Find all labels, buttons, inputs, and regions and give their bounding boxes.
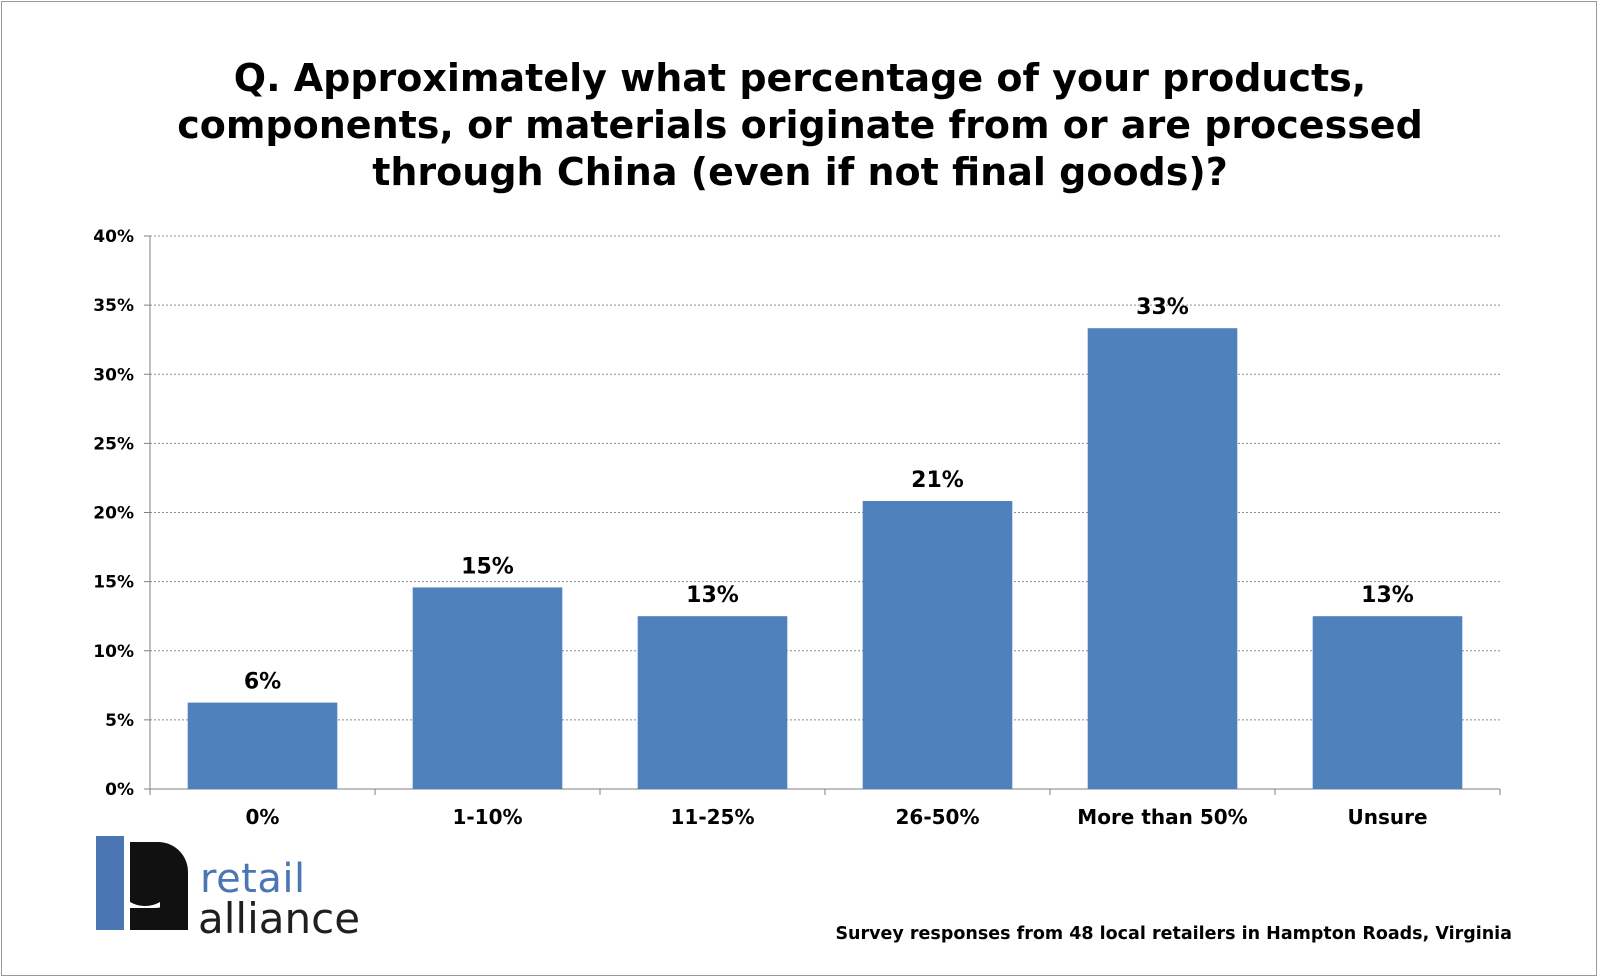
x-tick-label: More than 50% [1077,805,1247,829]
data-label: 6% [244,670,281,695]
bar [637,616,788,789]
y-tick-label: 25% [93,434,134,454]
data-label: 21% [911,468,964,493]
data-label: 13% [1361,583,1414,608]
y-tick-label: 30% [93,365,134,385]
bar [862,501,1013,789]
data-label: 15% [461,554,514,579]
y-tick-label: 0% [105,780,134,800]
y-tick-label: 5% [105,711,134,731]
chart-title-line-2: components, or materials originate from … [177,103,1423,147]
x-tick-label: 1-10% [452,805,522,829]
bar [1087,328,1238,789]
y-tick-label: 35% [93,296,134,316]
x-tick-label: 26-50% [895,805,979,829]
chart-title-line-1: Q. Approximately what percentage of your… [233,56,1367,100]
chart-title: Q. Approximately what percentage of your… [150,55,1450,196]
logo-mark-icon [96,836,188,930]
chart-title-line-3: through China (even if not final goods)? [372,150,1228,194]
data-label: 13% [686,583,739,608]
x-tick-label: 0% [246,805,280,829]
retail-alliance-logo: retail alliance [96,836,366,950]
logo-text-alliance: alliance [198,894,361,943]
data-label: 33% [1136,295,1189,320]
bar [1312,616,1463,789]
y-tick-label: 10% [93,642,134,662]
y-tick-label: 40% [93,227,134,247]
bar [187,702,338,789]
source-note: Survey responses from 48 local retailers… [835,924,1512,944]
bar [412,587,563,789]
x-tick-label: 11-25% [670,805,754,829]
x-tick-label: Unsure [1347,805,1427,829]
y-tick-label: 20% [93,504,134,524]
y-tick-label: 15% [93,573,134,593]
logo-text-retail: retail [200,856,306,902]
